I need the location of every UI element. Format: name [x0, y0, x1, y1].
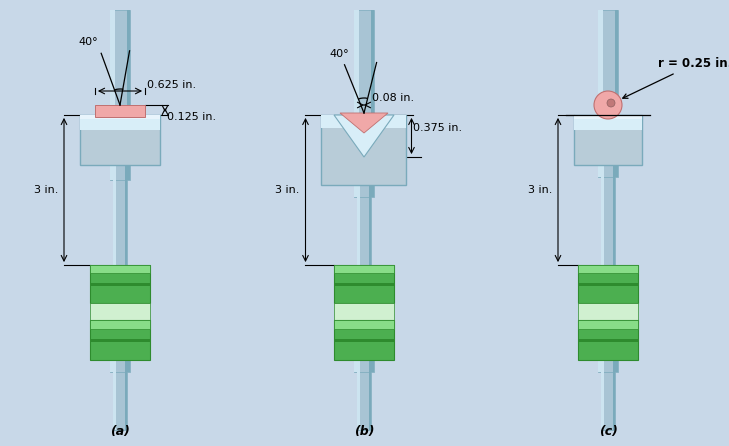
Bar	[371, 10, 374, 115]
Bar	[598, 360, 603, 372]
Bar	[110, 360, 115, 372]
Text: 0.375 in.: 0.375 in.	[413, 123, 463, 133]
Text: 40°: 40°	[78, 37, 98, 47]
Bar	[334, 320, 394, 360]
Bar	[354, 10, 374, 115]
Bar	[90, 339, 150, 343]
Bar	[334, 339, 394, 343]
Text: 0.08 in.: 0.08 in.	[372, 93, 414, 103]
Bar	[95, 105, 145, 117]
Bar	[125, 165, 127, 265]
Bar	[598, 165, 603, 177]
Bar	[613, 165, 615, 265]
Bar	[357, 185, 361, 265]
Polygon shape	[340, 113, 388, 133]
Bar	[578, 283, 638, 286]
Text: 40°: 40°	[329, 49, 348, 59]
Text: 0.625 in.: 0.625 in.	[147, 80, 196, 90]
Bar	[354, 10, 359, 115]
Bar	[615, 360, 618, 372]
Bar	[598, 360, 618, 372]
Bar	[113, 360, 117, 430]
Bar	[127, 360, 130, 372]
Bar	[334, 283, 394, 286]
Bar	[113, 360, 127, 430]
Bar	[371, 360, 374, 372]
Text: 3 in.: 3 in.	[276, 185, 300, 195]
Bar	[578, 339, 638, 343]
Bar	[80, 115, 160, 119]
Bar	[598, 10, 603, 115]
Bar	[110, 165, 115, 180]
Bar	[601, 165, 615, 265]
Bar	[110, 360, 130, 372]
Bar	[90, 303, 150, 320]
Text: 3 in.: 3 in.	[34, 185, 58, 195]
Bar	[578, 303, 638, 320]
Bar	[574, 115, 642, 165]
Bar	[369, 360, 371, 430]
Bar	[90, 265, 150, 303]
Text: 0.125 in.: 0.125 in.	[167, 112, 216, 122]
Bar	[110, 10, 130, 115]
Bar	[113, 165, 117, 265]
Bar	[354, 360, 374, 372]
Bar	[601, 360, 615, 430]
Text: (c): (c)	[599, 425, 617, 438]
Bar	[80, 115, 160, 165]
Bar	[90, 283, 150, 286]
Bar	[601, 165, 604, 265]
Bar	[110, 10, 115, 115]
Bar	[574, 115, 642, 130]
Bar	[334, 303, 394, 320]
Bar	[601, 360, 604, 430]
Bar	[334, 320, 394, 329]
Circle shape	[594, 91, 622, 119]
Bar	[127, 165, 130, 180]
Text: (a): (a)	[110, 425, 130, 438]
Bar	[598, 165, 618, 177]
Bar	[321, 115, 407, 185]
Bar	[90, 265, 150, 273]
Bar	[90, 320, 150, 329]
Bar	[613, 360, 615, 430]
Polygon shape	[334, 115, 394, 157]
Bar	[357, 185, 371, 265]
Text: r = 0.25 in.: r = 0.25 in.	[623, 57, 729, 98]
Bar	[574, 115, 642, 119]
Bar	[334, 265, 394, 273]
Bar	[369, 185, 371, 265]
Bar	[125, 360, 127, 430]
Bar	[80, 115, 160, 130]
Bar	[127, 10, 130, 115]
Bar	[354, 185, 359, 197]
Text: 3 in.: 3 in.	[528, 185, 553, 195]
Bar	[110, 165, 130, 180]
Bar	[578, 265, 638, 303]
Circle shape	[607, 99, 615, 107]
Bar	[578, 320, 638, 360]
Bar	[113, 165, 127, 265]
Bar	[354, 185, 374, 197]
Bar	[578, 320, 638, 329]
Bar	[578, 265, 638, 273]
Bar	[598, 10, 618, 115]
Bar	[357, 360, 361, 430]
Text: (b): (b)	[354, 425, 374, 438]
Bar	[371, 185, 374, 197]
Bar	[90, 320, 150, 360]
Bar	[334, 265, 394, 303]
Bar	[615, 10, 618, 115]
Bar	[321, 115, 407, 128]
Bar	[354, 360, 359, 372]
Bar	[357, 360, 371, 430]
Bar	[615, 165, 618, 177]
